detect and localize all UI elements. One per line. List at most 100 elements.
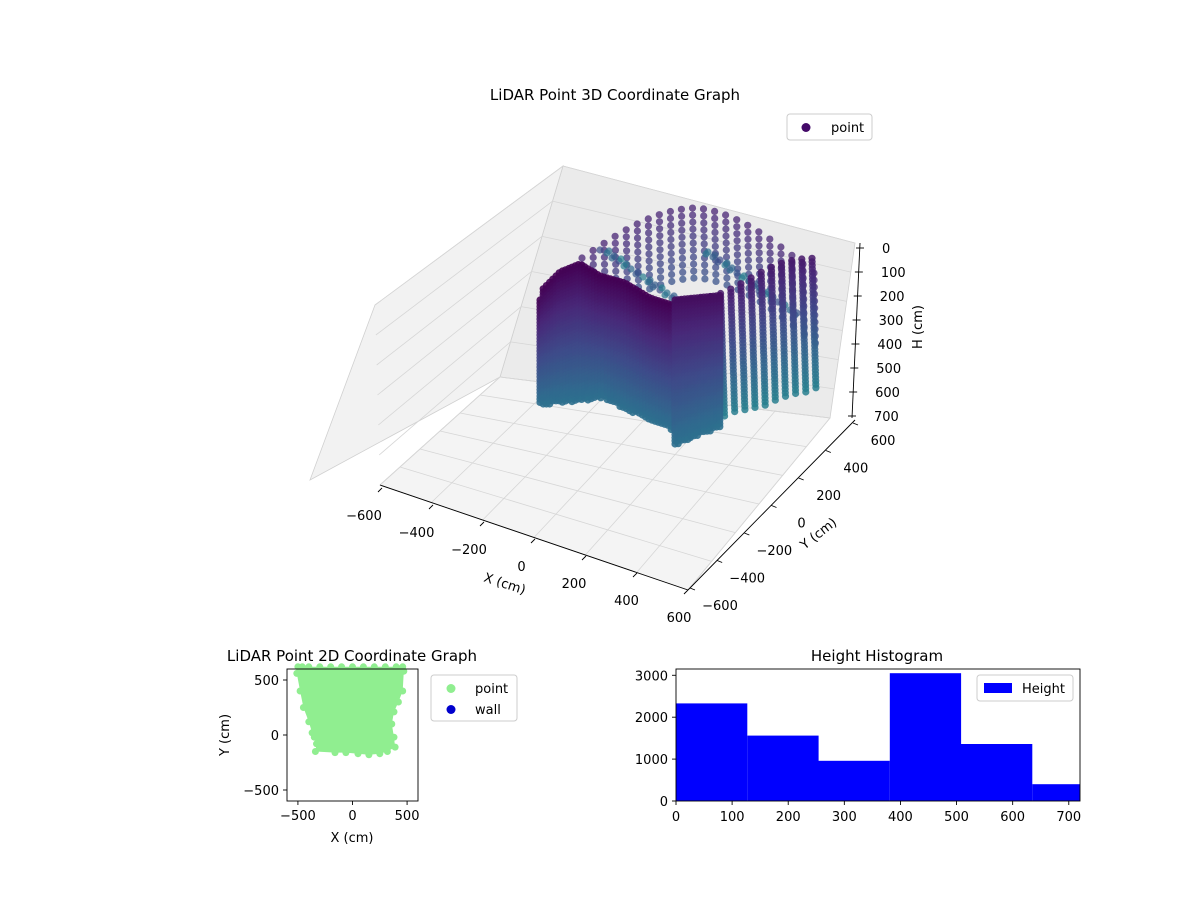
y-label-2d: Y (cm) [218,714,233,757]
cloud-point-front-strip [716,423,724,431]
z-ticks-3d: 0 100 200 300 400 500 600 700 [848,242,906,425]
cloud-point-back [755,249,763,257]
cloud-point-back [633,220,641,228]
cloud-point-right-wall [792,389,800,398]
y-tick-3d [744,532,750,536]
cloud-point-back [755,263,764,271]
cloud-point-interior [728,264,736,272]
cloud-point-back [601,267,609,275]
x-tick-3d [377,487,383,493]
y-tick-3d [716,560,723,563]
point-marker-2d [311,748,319,755]
histogram-bar [818,760,890,801]
y-tick-label-3d: 0 [797,517,805,532]
z-tick-label-3d: 600 [875,386,900,401]
cloud-point-back [689,239,697,247]
histogram-bar [747,735,819,801]
cloud-point-back [722,232,730,240]
cloud-point-right-wall [781,392,790,400]
legend-marker-point-3d [801,123,811,132]
point-marker-2d [354,750,362,758]
x-tick-label-3d: 200 [562,577,587,592]
y-tick-label-3d: 200 [816,489,841,504]
cloud-point-back [766,249,774,257]
cloud-point-back [644,215,652,223]
x-tick-label-3d: 400 [614,594,639,609]
point-marker-2d [293,669,301,677]
point-marker-2d [305,663,313,671]
cloud-point-back [611,232,619,240]
legend-label-wall-2d: wall [475,703,501,718]
cloud-point-back [722,253,731,261]
x-label-2d: X (cm) [331,831,374,846]
grid-line-y [479,394,807,448]
cloud-point-back [600,239,608,247]
cloud-point-back [733,244,741,252]
cloud-point-back [656,253,664,261]
cloud-point-back [712,277,720,285]
cloud-point-back [688,204,697,212]
grid-line-left [374,165,564,306]
cloud-point-back [690,274,698,282]
cloud-point-back [733,237,741,245]
point-marker-2d [313,740,320,748]
cloud-point-back [711,214,719,222]
cloud-point-interior [733,269,741,277]
cloud-point-back [755,256,763,264]
legend-marker-point-2d [446,684,456,693]
histogram-bar [1032,784,1080,801]
cloud-point-back [634,255,642,263]
cloud-point-back [723,274,731,282]
cloud-point-interior [610,252,618,260]
x-tick-label-3d: −200 [451,543,487,558]
cloud-point-interior [605,247,613,255]
grid-line-x [687,417,831,591]
cloud-point-back [766,235,774,243]
z-tick-label-3d: 200 [880,290,905,305]
cloud-point-back [667,235,675,244]
cloud-point-back [667,249,675,258]
cloud-point-interior [622,260,630,268]
cloud-point-right-wall [731,408,739,416]
cloud-point-back [667,263,676,272]
cloud-point-back [657,274,665,282]
cloud-point-back [690,260,698,268]
x-ticks-3d: −600 −400 −200 0 200 400 600 [346,487,692,626]
x-tick-label-hist: 100 [720,810,745,825]
legend-label-point-3d: point [831,121,864,136]
x-tick-label-3d: 600 [667,611,692,626]
cloud-point-back [679,268,687,276]
cloud-point-back [722,218,730,226]
point-marker-2d [392,663,400,671]
y-tick-label-hist: 2000 [635,711,668,726]
z-tick-label-3d: 300 [879,314,904,329]
cloud-point-back [701,275,709,283]
point-marker-2d [331,749,339,757]
cloud-point-back [678,233,686,241]
z-tick-label-3d: 0 [882,242,890,257]
cloud-point-back [667,242,675,251]
cloud-point-back [634,248,642,256]
cloud-point-back [645,257,653,265]
cloud-point-back [700,233,708,241]
cloud-point-right-wall [802,388,810,396]
legend-2d: point wall [430,674,518,722]
cloud-point-back [589,246,597,255]
x-tick-label-hist: 600 [1000,810,1025,825]
cloud-point-back [678,240,686,248]
plot-2d: LiDAR Point 2D Coordinate Graph −500 0 500… [218,647,518,846]
y-tick-label-hist: 0 [660,795,668,810]
y-tick-label-hist: 1000 [635,753,668,768]
cloud-point-back [578,254,586,262]
cloud-point-back [722,239,730,247]
legend-label-point-2d: point [475,682,508,697]
y-tick-label-2d: 500 [254,674,279,689]
point-marker-2d [394,698,402,706]
cloud-point-interior [711,251,719,259]
histogram-bar [676,703,748,801]
point-marker-2d [316,663,324,671]
point-marker-2d [391,743,399,751]
cloud-point-back [645,229,653,237]
cloud-point-back [678,254,687,262]
